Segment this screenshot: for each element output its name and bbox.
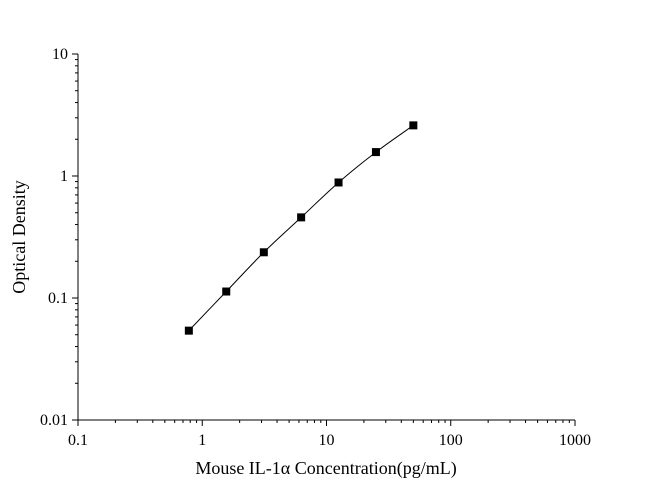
x-tick-label: 10 — [319, 432, 335, 449]
data-point — [297, 213, 306, 222]
y-axis-title: Optical Density — [9, 180, 29, 293]
fit-curve — [188, 124, 414, 331]
y-tick-label: 1 — [60, 168, 68, 185]
data-point — [409, 121, 418, 130]
data-point — [222, 287, 231, 296]
y-tick-label: 0.01 — [40, 412, 68, 429]
x-axis-ticks: 0.1 1 10 100 1000 — [68, 420, 591, 449]
y-axis-ticks: 0.01 0.1 1 10 — [40, 46, 78, 429]
data-point — [334, 178, 343, 187]
x-axis-title: Mouse IL-1α Concentration(pg/mL) — [195, 458, 456, 479]
y-tick-label: 0.1 — [48, 290, 68, 307]
data-markers — [184, 121, 418, 335]
data-point — [371, 148, 380, 157]
data-point — [184, 326, 193, 335]
x-tick-label: 100 — [439, 432, 463, 449]
x-tick-label: 0.1 — [68, 432, 88, 449]
x-tick-label: 1000 — [559, 432, 591, 449]
x-tick-label: 1 — [198, 432, 206, 449]
y-tick-label: 10 — [52, 46, 68, 63]
data-point — [259, 248, 268, 257]
